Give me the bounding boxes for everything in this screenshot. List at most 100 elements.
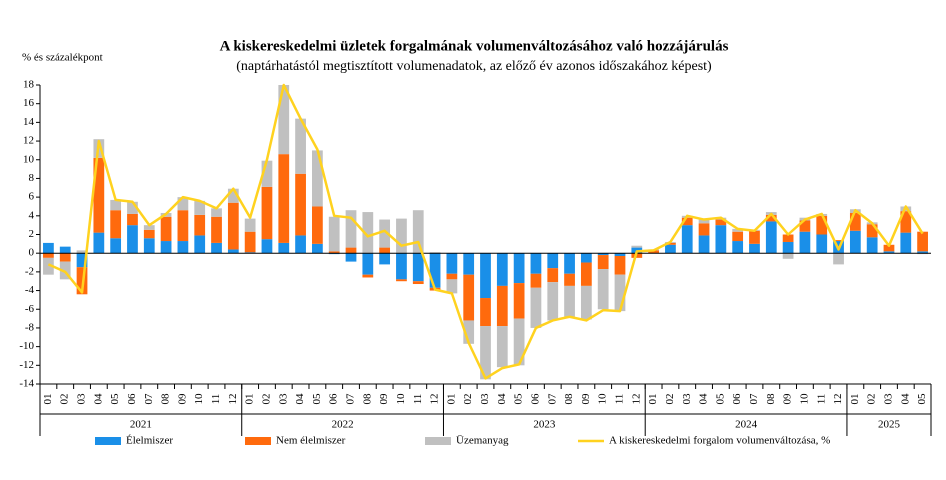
bar (765, 221, 777, 254)
legend-label: A kiskereskedelmi forgalom volumenváltoz… (609, 435, 830, 447)
x-tick-label: 03 (76, 393, 88, 405)
bar (177, 241, 189, 254)
bar (648, 250, 659, 254)
bar (295, 235, 306, 254)
y-tick-label: 16 (23, 97, 35, 109)
bar (900, 211, 912, 233)
bar (59, 261, 71, 280)
bar (698, 223, 710, 236)
y-tick-label: -8 (25, 321, 35, 333)
x-tick-label: 01 (244, 394, 256, 405)
y-tick-label: 4 (29, 209, 35, 221)
bar (227, 188, 239, 203)
bar (110, 238, 122, 254)
x-tick-label: 09 (580, 393, 592, 405)
bar (59, 253, 71, 262)
bar (211, 208, 222, 217)
bar (43, 242, 54, 254)
x-tick-label: 07 (546, 393, 558, 405)
bar (631, 245, 643, 248)
bar (412, 281, 424, 285)
bar (143, 225, 155, 230)
bar (816, 234, 828, 254)
x-group-label: 2024 (735, 419, 758, 431)
x-tick-label: 02 (866, 394, 878, 405)
bar (295, 173, 306, 236)
x-tick-label: 07 (748, 393, 760, 405)
bar (732, 241, 744, 254)
bar (76, 267, 88, 295)
x-tick-label: 06 (529, 393, 541, 405)
bar (799, 220, 811, 232)
y-tick-label: 12 (23, 135, 34, 147)
bar (665, 242, 676, 245)
y-tick-label: 0 (29, 247, 35, 259)
bar (597, 253, 609, 256)
bar (513, 283, 525, 319)
bar (127, 225, 138, 254)
x-tick-label: 04 (496, 393, 508, 405)
bar (127, 201, 138, 214)
bar (480, 298, 491, 327)
x-tick-label: 01 (42, 394, 54, 405)
bar (530, 287, 542, 328)
bar (312, 243, 323, 254)
x-group-label: 2021 (130, 419, 152, 431)
legend-swatch (425, 437, 451, 445)
bar (698, 235, 710, 254)
x-tick-label: 05 (109, 393, 121, 405)
bar (429, 253, 441, 288)
bar (194, 214, 206, 236)
bar (732, 228, 744, 232)
x-tick-label: 12 (832, 394, 844, 405)
bar (328, 216, 340, 252)
bar (345, 253, 357, 262)
bar (446, 273, 458, 280)
line-series (47, 83, 924, 380)
bar (715, 225, 727, 254)
bar (513, 253, 525, 284)
bar (732, 231, 744, 242)
bar (833, 253, 844, 265)
y-tick-label: -14 (19, 378, 34, 390)
bar (547, 253, 559, 269)
bar (681, 225, 693, 254)
bar (866, 237, 878, 254)
bar (833, 240, 844, 242)
y-tick-label: -6 (25, 303, 35, 315)
bar (917, 251, 928, 254)
bar (93, 157, 105, 233)
x-tick-label: 05 (714, 393, 726, 405)
bar (328, 251, 340, 254)
bar (496, 285, 508, 327)
bar (715, 219, 727, 226)
x-tick-label: 12 (429, 394, 441, 405)
y-tick-label: -12 (19, 359, 34, 371)
bar (194, 235, 206, 254)
bar (480, 326, 491, 380)
x-tick-label: 05 (513, 393, 525, 405)
bar (59, 246, 71, 254)
bar (412, 210, 424, 254)
x-tick-label: 02 (260, 394, 272, 405)
bar (312, 150, 323, 207)
x-tick-label: 10 (395, 393, 407, 405)
bar (530, 273, 542, 288)
bar (564, 253, 575, 274)
x-tick-label: 08 (361, 393, 373, 405)
bar (396, 253, 407, 280)
legend-label: Üzemanyag (456, 435, 509, 447)
x-tick-label: 04 (92, 393, 104, 405)
bar (463, 274, 475, 321)
bar (244, 218, 256, 232)
bar (76, 250, 88, 254)
x-tick-label: 07 (345, 393, 357, 405)
bar (211, 216, 222, 243)
x-tick-label: 04 (294, 393, 306, 405)
y-tick-label: 8 (29, 172, 35, 184)
x-tick-label: 03 (883, 393, 895, 405)
bar (698, 219, 710, 224)
x-group-label: 2025 (878, 419, 901, 431)
bar (143, 238, 155, 254)
y-tick-label: 10 (23, 153, 35, 165)
